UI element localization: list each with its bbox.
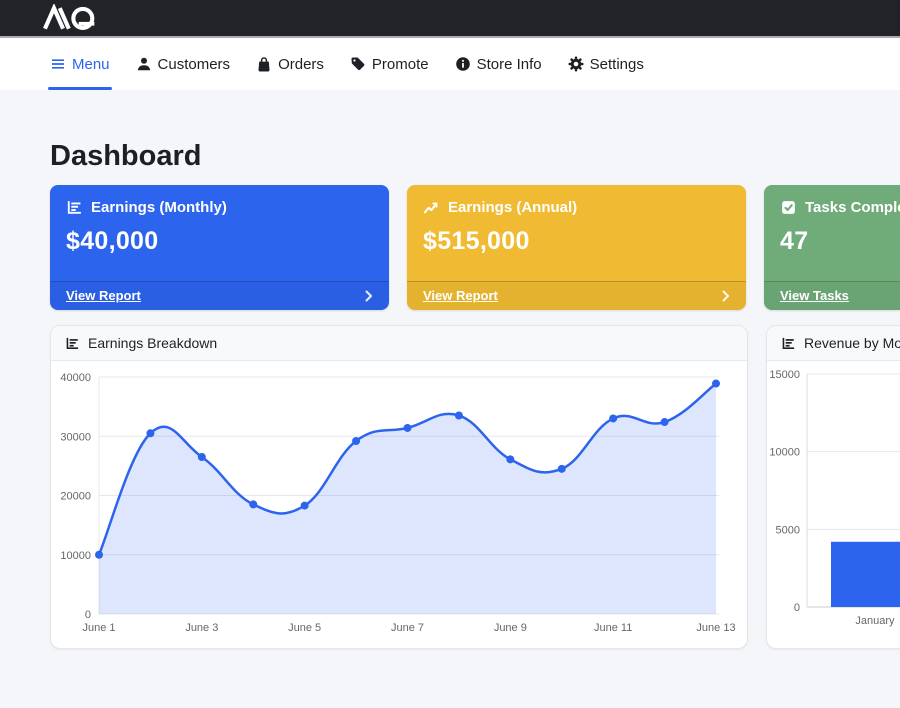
gear-icon xyxy=(568,56,584,72)
card-title-row: Tasks Completed xyxy=(780,199,900,216)
revenue-by-month-card: Revenue by Month 0 5000 10000 15000 January xyxy=(766,325,900,650)
hamburger-icon xyxy=(52,59,64,69)
svg-text:June 11: June 11 xyxy=(594,622,632,634)
nav-item-label: Store Info xyxy=(476,55,542,73)
svg-text:June 1: June 1 xyxy=(82,622,115,634)
check-square-icon xyxy=(782,201,795,215)
tasks-completed-card: Tasks Completed 47 View Tasks xyxy=(764,185,900,311)
earnings-breakdown-chart: 0 10000 20000 30000 40000 June 1 June 3 June 5 J… xyxy=(51,361,747,648)
view-tasks-footer[interactable]: View Tasks xyxy=(764,281,900,311)
page-title: Dashboard xyxy=(50,140,202,172)
card-title-row: Earnings (Monthly) xyxy=(66,199,373,216)
shopping-bag-icon xyxy=(258,57,270,72)
chart-card-title: Earnings Breakdown xyxy=(88,335,218,352)
earnings-annual-card: Earnings (Annual) $515,000 View Report xyxy=(407,185,746,311)
info-circle-icon xyxy=(455,57,470,71)
topbar xyxy=(0,0,900,38)
nav-item-label: Menu xyxy=(72,55,110,73)
bar-chart-icon xyxy=(66,337,79,349)
main-nav: Menu Customers Orders Promote Store Info xyxy=(0,38,900,90)
stat-card-title: Earnings (Monthly) xyxy=(91,199,227,217)
earnings-breakdown-header: Earnings Breakdown xyxy=(51,326,747,362)
charts-row: Earnings Breakdown 0 10000 20000 30000 40000… xyxy=(50,325,900,650)
bar-chart-icon xyxy=(782,337,795,349)
bar-chart-icon xyxy=(67,201,81,215)
revenue-by-month-header: Revenue by Month xyxy=(767,326,900,362)
svg-text:20000: 20000 xyxy=(60,491,91,503)
nav-item-label: Promote xyxy=(371,55,429,73)
line-chart-icon xyxy=(423,202,438,214)
person-icon xyxy=(137,57,150,71)
main-content: Dashboard Earnings (Monthly) $40,000 Vie… xyxy=(0,140,900,650)
svg-text:June 3: June 3 xyxy=(185,622,218,634)
stat-card-value: $40,000 xyxy=(66,227,159,256)
svg-text:10000: 10000 xyxy=(60,550,91,562)
svg-text:10000: 10000 xyxy=(769,447,800,459)
svg-text:June 7: June 7 xyxy=(391,622,424,634)
view-report-link[interactable]: View Report xyxy=(423,288,498,304)
earnings-monthly-card: Earnings (Monthly) $40,000 View Report xyxy=(50,185,389,311)
nav-item-customers[interactable]: Customers xyxy=(136,38,231,90)
svg-text:40000: 40000 xyxy=(60,372,91,384)
stat-cards-row: Earnings (Monthly) $40,000 View Report E xyxy=(50,185,900,311)
revenue-by-month-chart: 0 5000 10000 15000 January xyxy=(767,361,900,648)
svg-text:June 5: June 5 xyxy=(288,622,321,634)
nav-item-label: Orders xyxy=(278,55,324,73)
bar-chart-svg: 0 5000 10000 15000 January xyxy=(769,369,900,627)
nav-item-promote[interactable]: Promote xyxy=(350,38,429,90)
svg-text:January: January xyxy=(855,615,895,627)
svg-text:30000: 30000 xyxy=(60,432,91,444)
stat-card-value: $515,000 xyxy=(423,227,530,256)
card-body: Earnings (Annual) $515,000 xyxy=(407,185,746,281)
stat-card-value: 47 xyxy=(780,227,809,256)
svg-text:0: 0 xyxy=(794,602,800,614)
view-report-footer[interactable]: View Report xyxy=(50,281,389,311)
stat-card-title: Earnings (Annual) xyxy=(448,199,578,217)
line-chart-svg: 0 10000 20000 30000 40000 June 1 June 3 June 5 J… xyxy=(60,372,735,634)
chevron-right-icon xyxy=(365,290,372,302)
svg-text:15000: 15000 xyxy=(769,369,800,381)
nav-item-store-info[interactable]: Store Info xyxy=(455,38,542,90)
chevron-right-icon xyxy=(722,290,729,302)
nav-item-label: Customers xyxy=(157,55,231,73)
svg-text:June 13: June 13 xyxy=(696,622,735,634)
svg-text:5000: 5000 xyxy=(776,525,800,537)
nav-item-settings[interactable]: Settings xyxy=(568,38,644,90)
view-report-link[interactable]: View Report xyxy=(66,288,141,304)
chart-card-title: Revenue by Month xyxy=(804,335,900,352)
nav-item-orders[interactable]: Orders xyxy=(256,38,324,90)
tag-icon xyxy=(351,57,365,71)
earnings-breakdown-card: Earnings Breakdown 0 10000 20000 30000 40000… xyxy=(50,325,748,650)
nav-item-label: Settings xyxy=(589,55,644,73)
card-body: Tasks Completed 47 xyxy=(764,185,900,281)
nav-item-menu[interactable]: Menu xyxy=(48,38,112,90)
view-tasks-link[interactable]: View Tasks xyxy=(780,288,849,304)
svg-text:June 9: June 9 xyxy=(494,622,527,634)
brand-logo-icon[interactable] xyxy=(40,4,119,32)
card-body: Earnings (Monthly) $40,000 xyxy=(50,185,389,281)
view-report-footer[interactable]: View Report xyxy=(407,281,746,311)
svg-text:0: 0 xyxy=(85,609,91,621)
stat-card-title: Tasks Completed xyxy=(805,199,900,217)
card-title-row: Earnings (Annual) xyxy=(423,199,730,216)
